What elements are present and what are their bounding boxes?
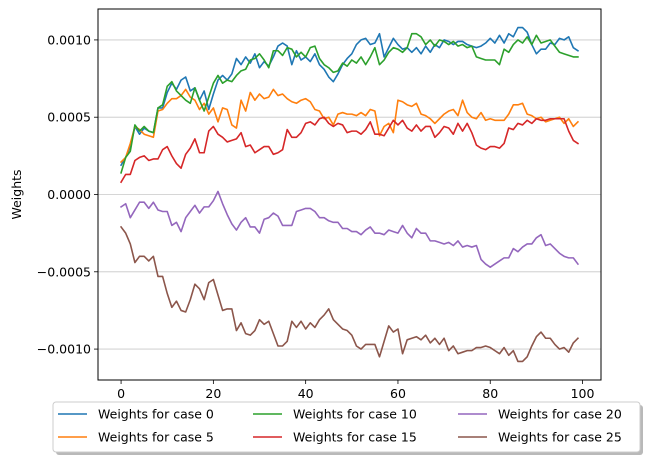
grid-lines [98, 39, 601, 350]
series-line-5 [119, 225, 580, 363]
series-line-1 [119, 88, 580, 164]
y-tick-label: −0.0005 [37, 264, 91, 279]
legend-label: Weights for case 0 [98, 407, 214, 422]
y-tick-label: 0.0005 [47, 110, 91, 125]
y-tick-label: 0.0000 [47, 187, 91, 202]
series-line-2 [120, 32, 579, 174]
legend-label: Weights for case 5 [98, 430, 214, 445]
x-tick-label: 0 [117, 386, 125, 401]
legend-label: Weights for case 20 [498, 407, 622, 422]
legend: Weights for case 0 Weights for case 5 Weig… [52, 401, 643, 455]
y-tick-label: 0.0010 [47, 32, 91, 47]
x-tick-label: 60 [390, 386, 406, 401]
x-tick-label: 20 [205, 386, 221, 401]
legend-label: Weights for case 10 [293, 407, 417, 422]
series-line-4 [119, 190, 580, 268]
x-tick-label: 40 [298, 386, 314, 401]
x-tick-label: 100 [571, 386, 595, 401]
x-tick-label: 80 [482, 386, 498, 401]
legend-frame [52, 401, 641, 453]
y-axis: −0.0010 −0.0005 0.0000 0.0005 0.0010 [37, 32, 98, 357]
y-tick-label: −0.0010 [37, 342, 91, 357]
series-lines [119, 26, 580, 363]
legend-label: Weights for case 25 [498, 430, 622, 445]
series-line-3 [119, 116, 580, 184]
x-axis: 0 20 40 60 80 100 [117, 380, 595, 401]
y-axis-label: Weights [9, 169, 24, 219]
legend-label: Weights for case 15 [293, 430, 417, 445]
